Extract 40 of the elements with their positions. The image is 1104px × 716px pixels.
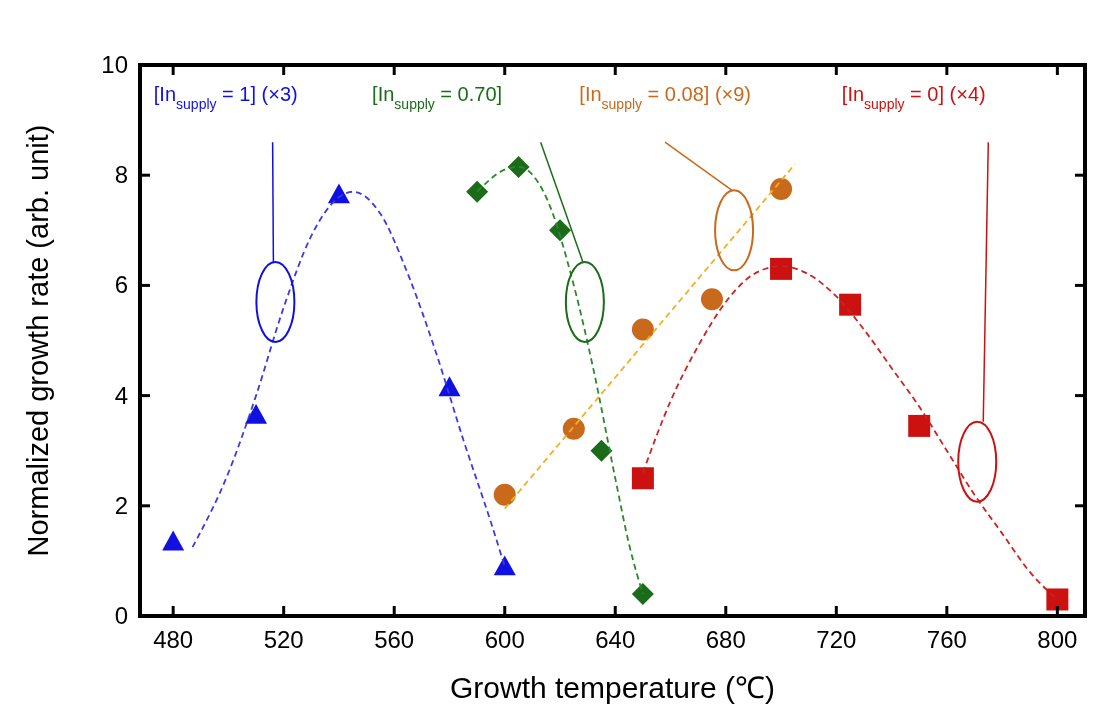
y-tick-label: 6 (114, 271, 128, 299)
point (839, 293, 862, 316)
x-axis-title: Growth temperature (℃) (449, 671, 776, 704)
y-tick-label: 4 (114, 381, 128, 409)
y-tick-label: 0 (114, 602, 128, 629)
point (631, 582, 654, 605)
point (770, 178, 793, 200)
point (438, 376, 461, 397)
point (908, 414, 931, 437)
point (631, 318, 654, 341)
text: [In$_{supply}$ = 1] (×3) (153, 82, 298, 112)
y-tick-label: 2 (114, 491, 128, 519)
point (245, 403, 268, 424)
x-tick-label: 480 (153, 626, 194, 653)
point (590, 439, 613, 462)
point (466, 180, 489, 203)
point (700, 288, 723, 311)
y-axis-title: Normalized growth rate (arb. unit) (22, 124, 54, 557)
point (493, 483, 516, 506)
text: [In$_{supply}$ = 0.08] (×9) (579, 82, 752, 112)
y-tick-label: 8 (114, 161, 128, 189)
y-tick-label: 10 (101, 51, 128, 78)
point (549, 219, 571, 242)
x-tick-label: 720 (816, 626, 857, 653)
point (493, 555, 516, 576)
x-tick-label: 600 (484, 626, 525, 653)
text: [In$_{supply}$ = 0.70] (372, 82, 503, 112)
x-tick-label: 640 (595, 626, 636, 653)
point (162, 530, 185, 551)
point (562, 417, 585, 440)
x-tick-label: 760 (926, 626, 967, 653)
x-tick-label: 680 (705, 626, 746, 653)
point (770, 257, 793, 280)
text: [In$_{supply}$ = 0] (×4) (841, 82, 986, 112)
x-tick-label: 560 (374, 626, 415, 653)
point (631, 467, 654, 490)
point (1046, 588, 1069, 611)
point (507, 155, 530, 178)
x-tick-label: 520 (263, 626, 304, 653)
x-tick-label: 800 (1037, 626, 1078, 653)
